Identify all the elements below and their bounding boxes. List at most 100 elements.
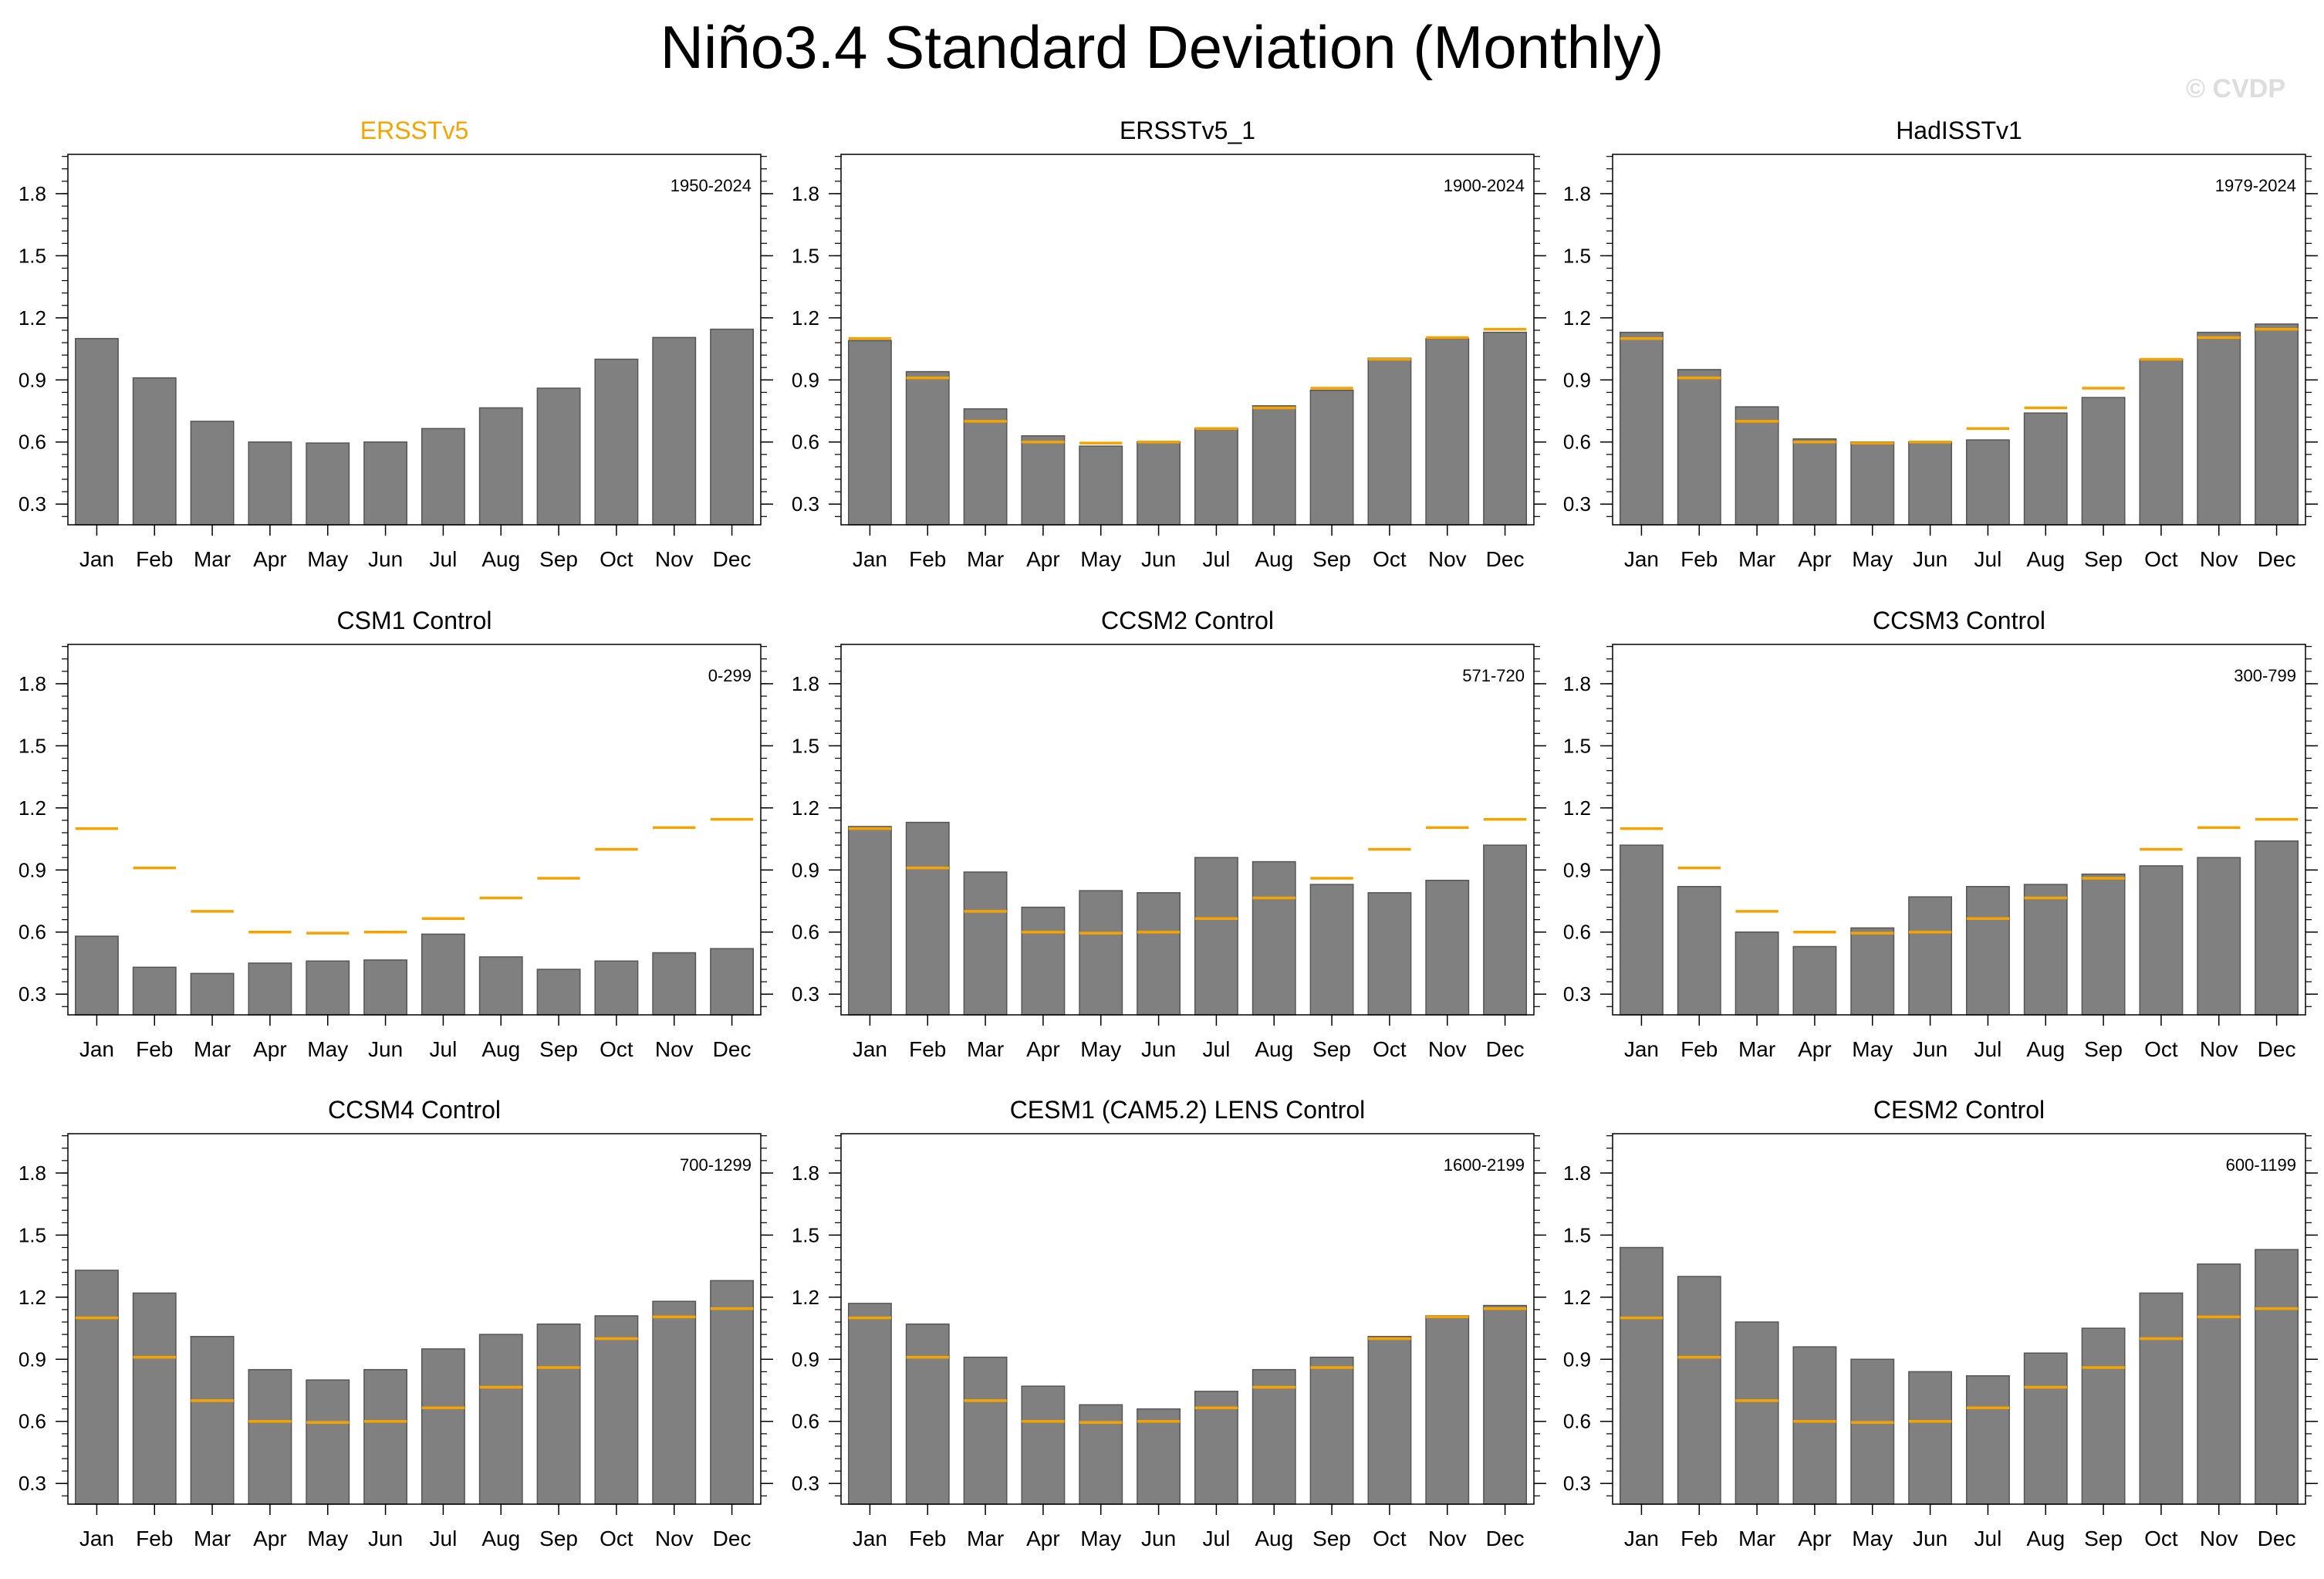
bar-oct [1367,892,1412,1016]
x-tick-label: Apr [1798,1527,1832,1550]
x-tick-label: Oct [600,1037,633,1061]
bar-dec [2255,323,2299,526]
x-tick-label: May [307,547,348,571]
x-tick-label: Sep [1312,1037,1351,1061]
x-tick-label: Feb [136,547,173,571]
x-tick-label: Mar [967,1527,1004,1550]
bar-nov [2197,857,2241,1016]
period-label: 1979-2024 [2215,176,2296,195]
plot-frame [67,154,762,526]
x-tick-label: Jun [368,1527,403,1550]
x-tick-label: Feb [136,1037,173,1061]
bar-sep [536,1323,581,1505]
bar-feb [132,966,177,1016]
bar-sep [2081,397,2126,526]
x-tick-label: Jan [853,1037,887,1061]
y-tick-label: 1.5 [792,244,819,267]
y-tick-label: 0.3 [19,982,46,1006]
bar-feb [132,1292,177,1505]
bar-jan [74,1270,119,1505]
panel-5: CCSM2 Control 0.3 0.6 0.9 1.2 1.5 1.8 Jan Feb Mar… [792,607,1546,1061]
x-tick-label: Jun [1141,547,1176,571]
bar-jul [1194,857,1238,1016]
panel-title: ERSSTv5 [360,117,468,144]
bar-apr [1792,945,1837,1016]
x-tick-label: Mar [194,547,231,571]
bar-may [1079,445,1123,526]
panel-1: ERSSTv5 0.3 0.6 0.9 1.2 1.5 1.8 Jan Feb Mar Apr May… [19,117,773,571]
bar-aug [2023,884,2068,1016]
x-tick-label: Jul [1203,1527,1231,1550]
bar-apr [1792,1346,1837,1505]
x-tick-label: Oct [600,547,633,571]
y-tick-label: 1.2 [19,306,46,330]
y-tick-label: 1.2 [19,1286,46,1309]
y-tick-label: 0.6 [792,431,819,454]
x-tick-label: Apr [1026,547,1060,571]
y-tick-label: 1.5 [19,1223,46,1246]
bar-sep [2081,873,2126,1016]
bar-jan [74,337,119,526]
y-tick-label: 0.3 [792,492,819,516]
y-tick-label: 0.9 [792,368,819,391]
x-tick-label: Mar [967,547,1004,571]
panel-title: CESM2 Control [1873,1096,2045,1124]
y-tick-label: 1.2 [792,306,819,330]
x-tick-label: Jan [1624,1527,1659,1550]
x-tick-label: Apr [1798,547,1832,571]
bar-mar [190,421,235,526]
bar-sep [1309,884,1354,1016]
bar-dec [1483,1304,1528,1505]
x-tick-label: Nov [2200,1037,2238,1061]
x-tick-label: Apr [253,1527,287,1550]
x-tick-label: Feb [1681,1037,1718,1061]
x-tick-label: Dec [713,547,752,571]
bar-jun [1137,892,1181,1016]
bar-nov [652,336,697,526]
y-tick-label: 0.9 [1563,368,1591,391]
bar-oct [594,1315,639,1505]
bar-feb [905,821,950,1016]
bar-may [306,1379,350,1505]
y-tick-label: 0.3 [1563,1472,1591,1495]
bar-dec [710,948,755,1016]
bar-jan [74,935,119,1016]
y-tick-label: 0.3 [19,1472,46,1495]
bar-apr [1021,1385,1066,1505]
y-tick-label: 1.5 [1563,244,1591,267]
bar-nov [1425,879,1470,1016]
watermark: © CVDP [2186,74,2285,103]
x-tick-label: Jan [853,1527,887,1550]
x-tick-label: Jul [1974,1037,2002,1061]
bar-jun [1137,441,1181,526]
bar-oct [2139,865,2184,1016]
x-tick-label: Mar [194,1037,231,1061]
bar-oct [1367,1336,1412,1505]
y-tick-label: 0.9 [19,368,46,391]
y-tick-label: 1.2 [792,1286,819,1309]
panel-title: CESM1 (CAM5.2) LENS Control [1010,1096,1366,1124]
x-tick-label: Oct [1373,1037,1407,1061]
x-tick-label: Sep [539,547,578,571]
period-label: 1600-2199 [1444,1155,1525,1175]
x-tick-label: May [1080,1527,1121,1550]
bar-aug [478,407,523,526]
x-tick-label: May [1080,1037,1121,1061]
bar-jun [363,1368,408,1505]
x-tick-label: Sep [539,1527,578,1550]
x-tick-label: Sep [2084,1527,2123,1550]
x-tick-label: Apr [253,1037,287,1061]
y-tick-label: 0.9 [19,858,46,881]
bar-feb [1677,1276,1721,1505]
y-tick-label: 0.3 [1563,982,1591,1006]
panel-title: CCSM3 Control [1873,607,2045,634]
x-tick-label: Jun [368,1037,403,1061]
x-tick-label: Jun [1141,1527,1176,1550]
y-tick-label: 1.8 [1563,672,1591,695]
x-tick-label: Jul [1203,1037,1231,1061]
x-tick-label: Mar [1738,1527,1775,1550]
y-tick-label: 1.8 [19,1161,46,1185]
bar-dec [2255,1249,2299,1505]
x-tick-label: Dec [1486,547,1525,571]
panel-3: HadISSTv1 0.3 0.6 0.9 1.2 1.5 1.8 Jan Feb Mar Apr M… [1563,117,2318,571]
